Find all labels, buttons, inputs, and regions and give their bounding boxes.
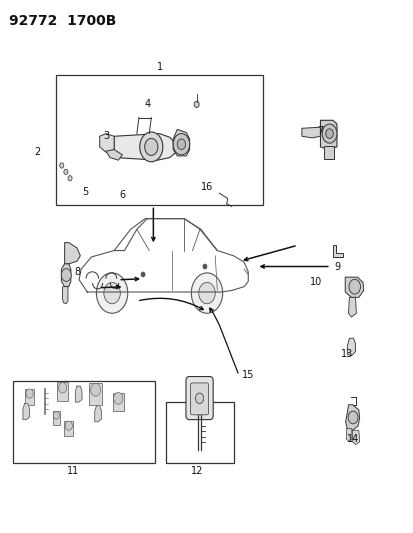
Bar: [112, 393, 124, 411]
Text: 14: 14: [347, 434, 359, 445]
Text: 8: 8: [74, 267, 80, 277]
Circle shape: [96, 273, 128, 313]
Circle shape: [61, 269, 71, 281]
Bar: [25, 389, 34, 405]
Polygon shape: [332, 245, 342, 257]
Polygon shape: [64, 243, 80, 264]
Circle shape: [347, 411, 357, 424]
Circle shape: [325, 129, 332, 139]
Bar: [56, 75, 262, 205]
Bar: [52, 411, 60, 425]
Text: 16: 16: [200, 182, 213, 192]
Text: 7: 7: [317, 126, 323, 136]
Polygon shape: [106, 150, 122, 160]
Text: 10: 10: [309, 278, 322, 287]
Circle shape: [321, 124, 336, 143]
Polygon shape: [347, 338, 355, 356]
Polygon shape: [344, 277, 363, 297]
Polygon shape: [348, 297, 356, 317]
Circle shape: [68, 175, 72, 181]
Polygon shape: [75, 386, 82, 402]
Bar: [13, 381, 155, 463]
Circle shape: [64, 169, 68, 174]
Bar: [64, 421, 73, 436]
Circle shape: [198, 282, 215, 304]
Circle shape: [191, 273, 222, 313]
Circle shape: [58, 382, 66, 393]
Polygon shape: [345, 405, 359, 430]
Bar: [165, 402, 233, 463]
Polygon shape: [61, 264, 71, 287]
Polygon shape: [320, 120, 336, 150]
Polygon shape: [301, 127, 320, 138]
Bar: [323, 146, 333, 159]
Circle shape: [145, 139, 157, 156]
Text: 9: 9: [333, 262, 339, 271]
Circle shape: [90, 383, 100, 396]
Text: 5: 5: [82, 187, 88, 197]
Text: 11: 11: [66, 466, 79, 476]
Text: 3: 3: [102, 131, 109, 141]
Text: 1: 1: [156, 62, 162, 72]
Text: 13: 13: [340, 349, 353, 359]
Text: 6: 6: [119, 190, 125, 200]
Circle shape: [140, 132, 162, 162]
Polygon shape: [114, 134, 176, 160]
Circle shape: [195, 393, 203, 403]
Circle shape: [348, 279, 360, 294]
Circle shape: [203, 264, 206, 269]
Circle shape: [26, 389, 33, 398]
Bar: [89, 383, 102, 405]
Polygon shape: [346, 429, 351, 442]
Text: 2: 2: [35, 147, 41, 157]
Text: 4: 4: [144, 99, 150, 109]
Circle shape: [173, 134, 189, 155]
Circle shape: [177, 139, 185, 150]
FancyBboxPatch shape: [185, 376, 213, 419]
Circle shape: [65, 421, 72, 430]
Polygon shape: [352, 430, 359, 445]
Bar: [57, 382, 68, 401]
Polygon shape: [62, 287, 68, 304]
Circle shape: [59, 163, 64, 168]
Text: 92772  1700B: 92772 1700B: [9, 14, 116, 28]
Polygon shape: [23, 403, 29, 419]
Circle shape: [104, 282, 120, 304]
Polygon shape: [95, 406, 101, 422]
Circle shape: [114, 392, 123, 405]
Polygon shape: [173, 130, 189, 156]
Circle shape: [53, 411, 59, 419]
Circle shape: [141, 272, 145, 277]
Text: 15: 15: [242, 370, 254, 381]
Circle shape: [194, 101, 199, 108]
FancyBboxPatch shape: [190, 383, 208, 415]
Text: 12: 12: [190, 466, 202, 476]
Polygon shape: [100, 134, 114, 152]
